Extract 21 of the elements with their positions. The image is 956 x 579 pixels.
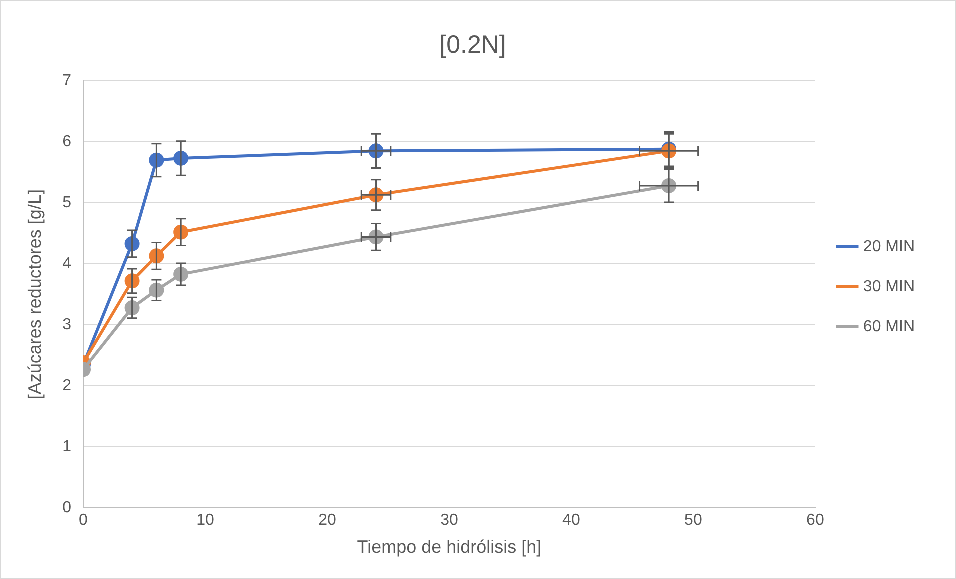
x-tick-label: 60: [806, 512, 824, 530]
legend-label: 20 MIN: [863, 238, 916, 256]
x-tick-label: 10: [196, 512, 214, 530]
y-tick-label: 0: [62, 500, 72, 517]
x-tick-label: 30: [440, 512, 458, 530]
x-tick-label: 20: [318, 512, 336, 530]
legend-label: 60 MIN: [863, 318, 916, 336]
y-tick-label: 2: [62, 378, 72, 395]
legend-label: 30 MIN: [863, 278, 916, 296]
x-tick-label: 40: [562, 512, 580, 530]
y-tick-label: 7: [62, 72, 72, 90]
y-tick-label: 4: [62, 255, 72, 272]
y-tick-label: 3: [62, 316, 72, 334]
x-tick-label: 50: [684, 512, 702, 530]
chart-title: [0.2N]: [440, 30, 506, 59]
x-axis-title: Tiempo de hidrólisis [h]: [357, 537, 542, 558]
y-tick-label: 5: [62, 194, 72, 212]
y-axis-title: [Azúcares reductores [g/L]: [24, 190, 45, 400]
y-tick-label: 6: [62, 133, 72, 150]
x-tick-label: 0: [79, 512, 88, 530]
y-tick-label: 1: [62, 438, 72, 456]
